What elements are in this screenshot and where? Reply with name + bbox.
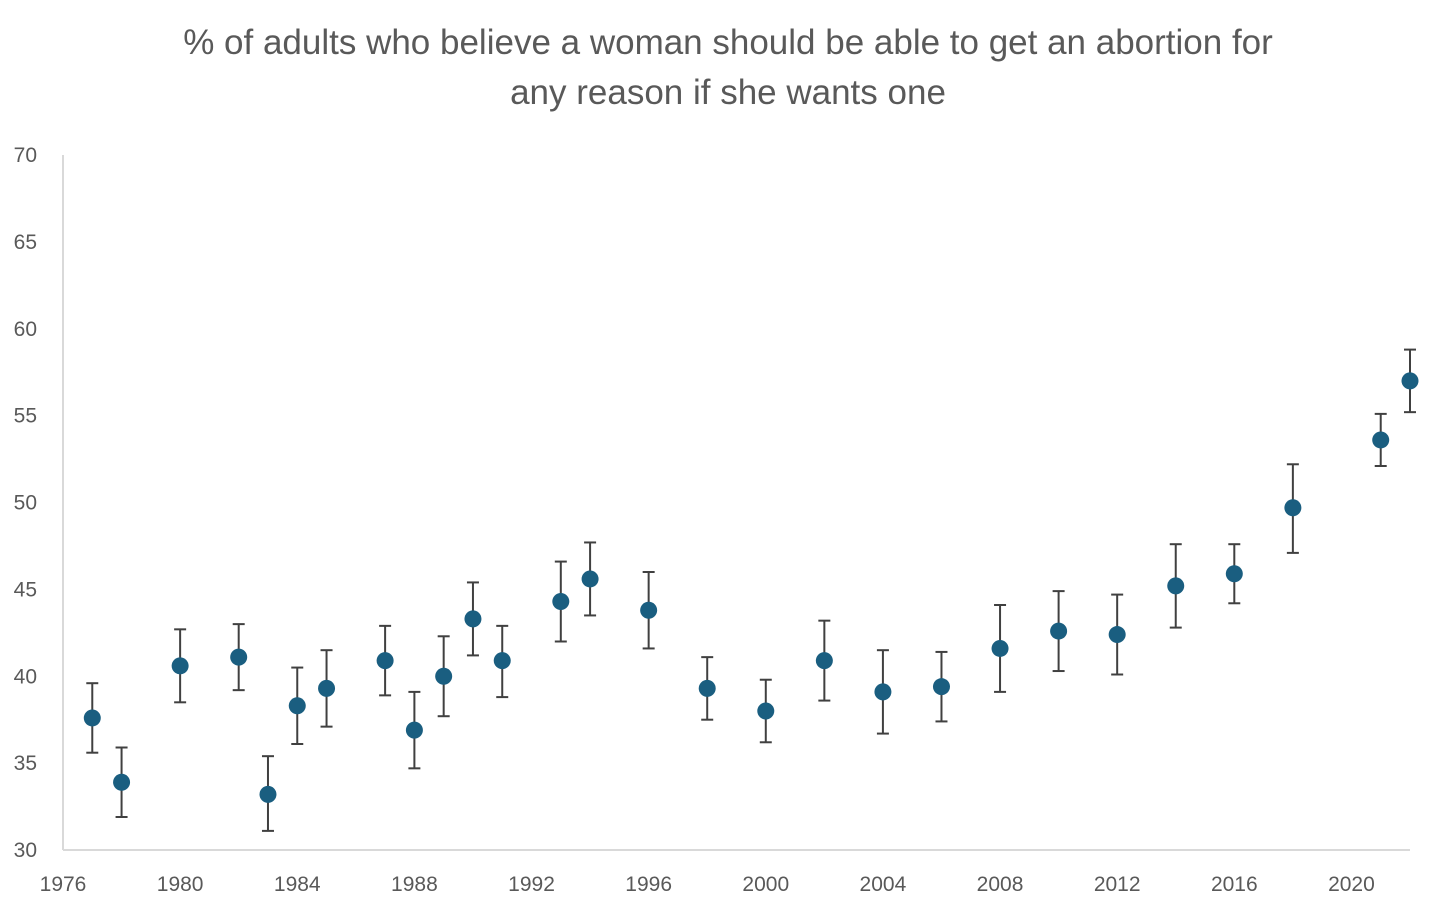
x-tick-label: 2016 xyxy=(1211,873,1258,896)
axes xyxy=(62,155,1410,851)
x-tick-label: 1988 xyxy=(391,873,438,896)
data-point xyxy=(1050,622,1068,640)
data-point xyxy=(376,652,394,670)
data-point xyxy=(288,697,306,715)
chart-title-line-2: any reason if she wants one xyxy=(510,73,946,112)
data-point xyxy=(230,648,248,666)
error-bars xyxy=(86,348,1416,832)
y-tick-label: 60 xyxy=(14,318,37,341)
data-points xyxy=(83,372,1419,803)
x-tick-label: 1992 xyxy=(508,873,555,896)
x-tick-label: 2004 xyxy=(860,873,907,896)
y-tick-label: 35 xyxy=(14,752,37,775)
data-point xyxy=(640,601,658,619)
y-tick-label: 50 xyxy=(14,492,37,515)
data-point xyxy=(698,679,716,697)
data-point xyxy=(1284,499,1302,517)
y-tick-label: 70 xyxy=(14,144,37,167)
y-tick-label: 45 xyxy=(14,578,37,601)
data-point xyxy=(1167,577,1185,595)
data-point xyxy=(581,570,599,588)
data-point xyxy=(259,785,277,803)
data-point xyxy=(171,657,189,675)
data-point xyxy=(318,679,336,697)
data-point xyxy=(815,652,833,670)
x-tick-label: 1984 xyxy=(274,873,321,896)
data-point xyxy=(113,773,131,791)
x-tick-label: 1980 xyxy=(157,873,204,896)
x-tick-label: 2020 xyxy=(1328,873,1375,896)
chart-title-line-1: % of adults who believe a woman should b… xyxy=(183,23,1273,62)
data-point xyxy=(405,721,423,739)
data-point xyxy=(1225,565,1243,583)
data-point xyxy=(757,702,775,720)
y-tick-label: 30 xyxy=(14,839,37,862)
y-tick-label: 65 xyxy=(14,231,37,254)
data-point xyxy=(1372,431,1390,449)
data-point xyxy=(1108,626,1126,644)
y-tick-label: 40 xyxy=(14,665,37,688)
data-point xyxy=(991,639,1009,657)
chart-title: % of adults who believe a woman should b… xyxy=(0,18,1456,118)
data-point xyxy=(493,652,511,670)
data-point xyxy=(1401,372,1419,390)
x-tick-label: 1996 xyxy=(625,873,672,896)
data-point xyxy=(552,593,570,611)
x-tick-label: 2000 xyxy=(742,873,789,896)
x-tick-label: 1976 xyxy=(40,873,87,896)
data-point xyxy=(464,610,482,628)
data-point xyxy=(83,709,101,727)
data-point xyxy=(932,678,950,696)
data-point xyxy=(435,667,453,685)
x-tick-label: 2012 xyxy=(1094,873,1141,896)
tick-labels: 30 35 40 45 50 55 60 65 70 1976 1980 1984 1988 1992 19… xyxy=(14,144,1375,896)
data-point xyxy=(874,683,892,701)
y-tick-label: 55 xyxy=(14,405,37,428)
x-tick-label: 2008 xyxy=(977,873,1024,896)
